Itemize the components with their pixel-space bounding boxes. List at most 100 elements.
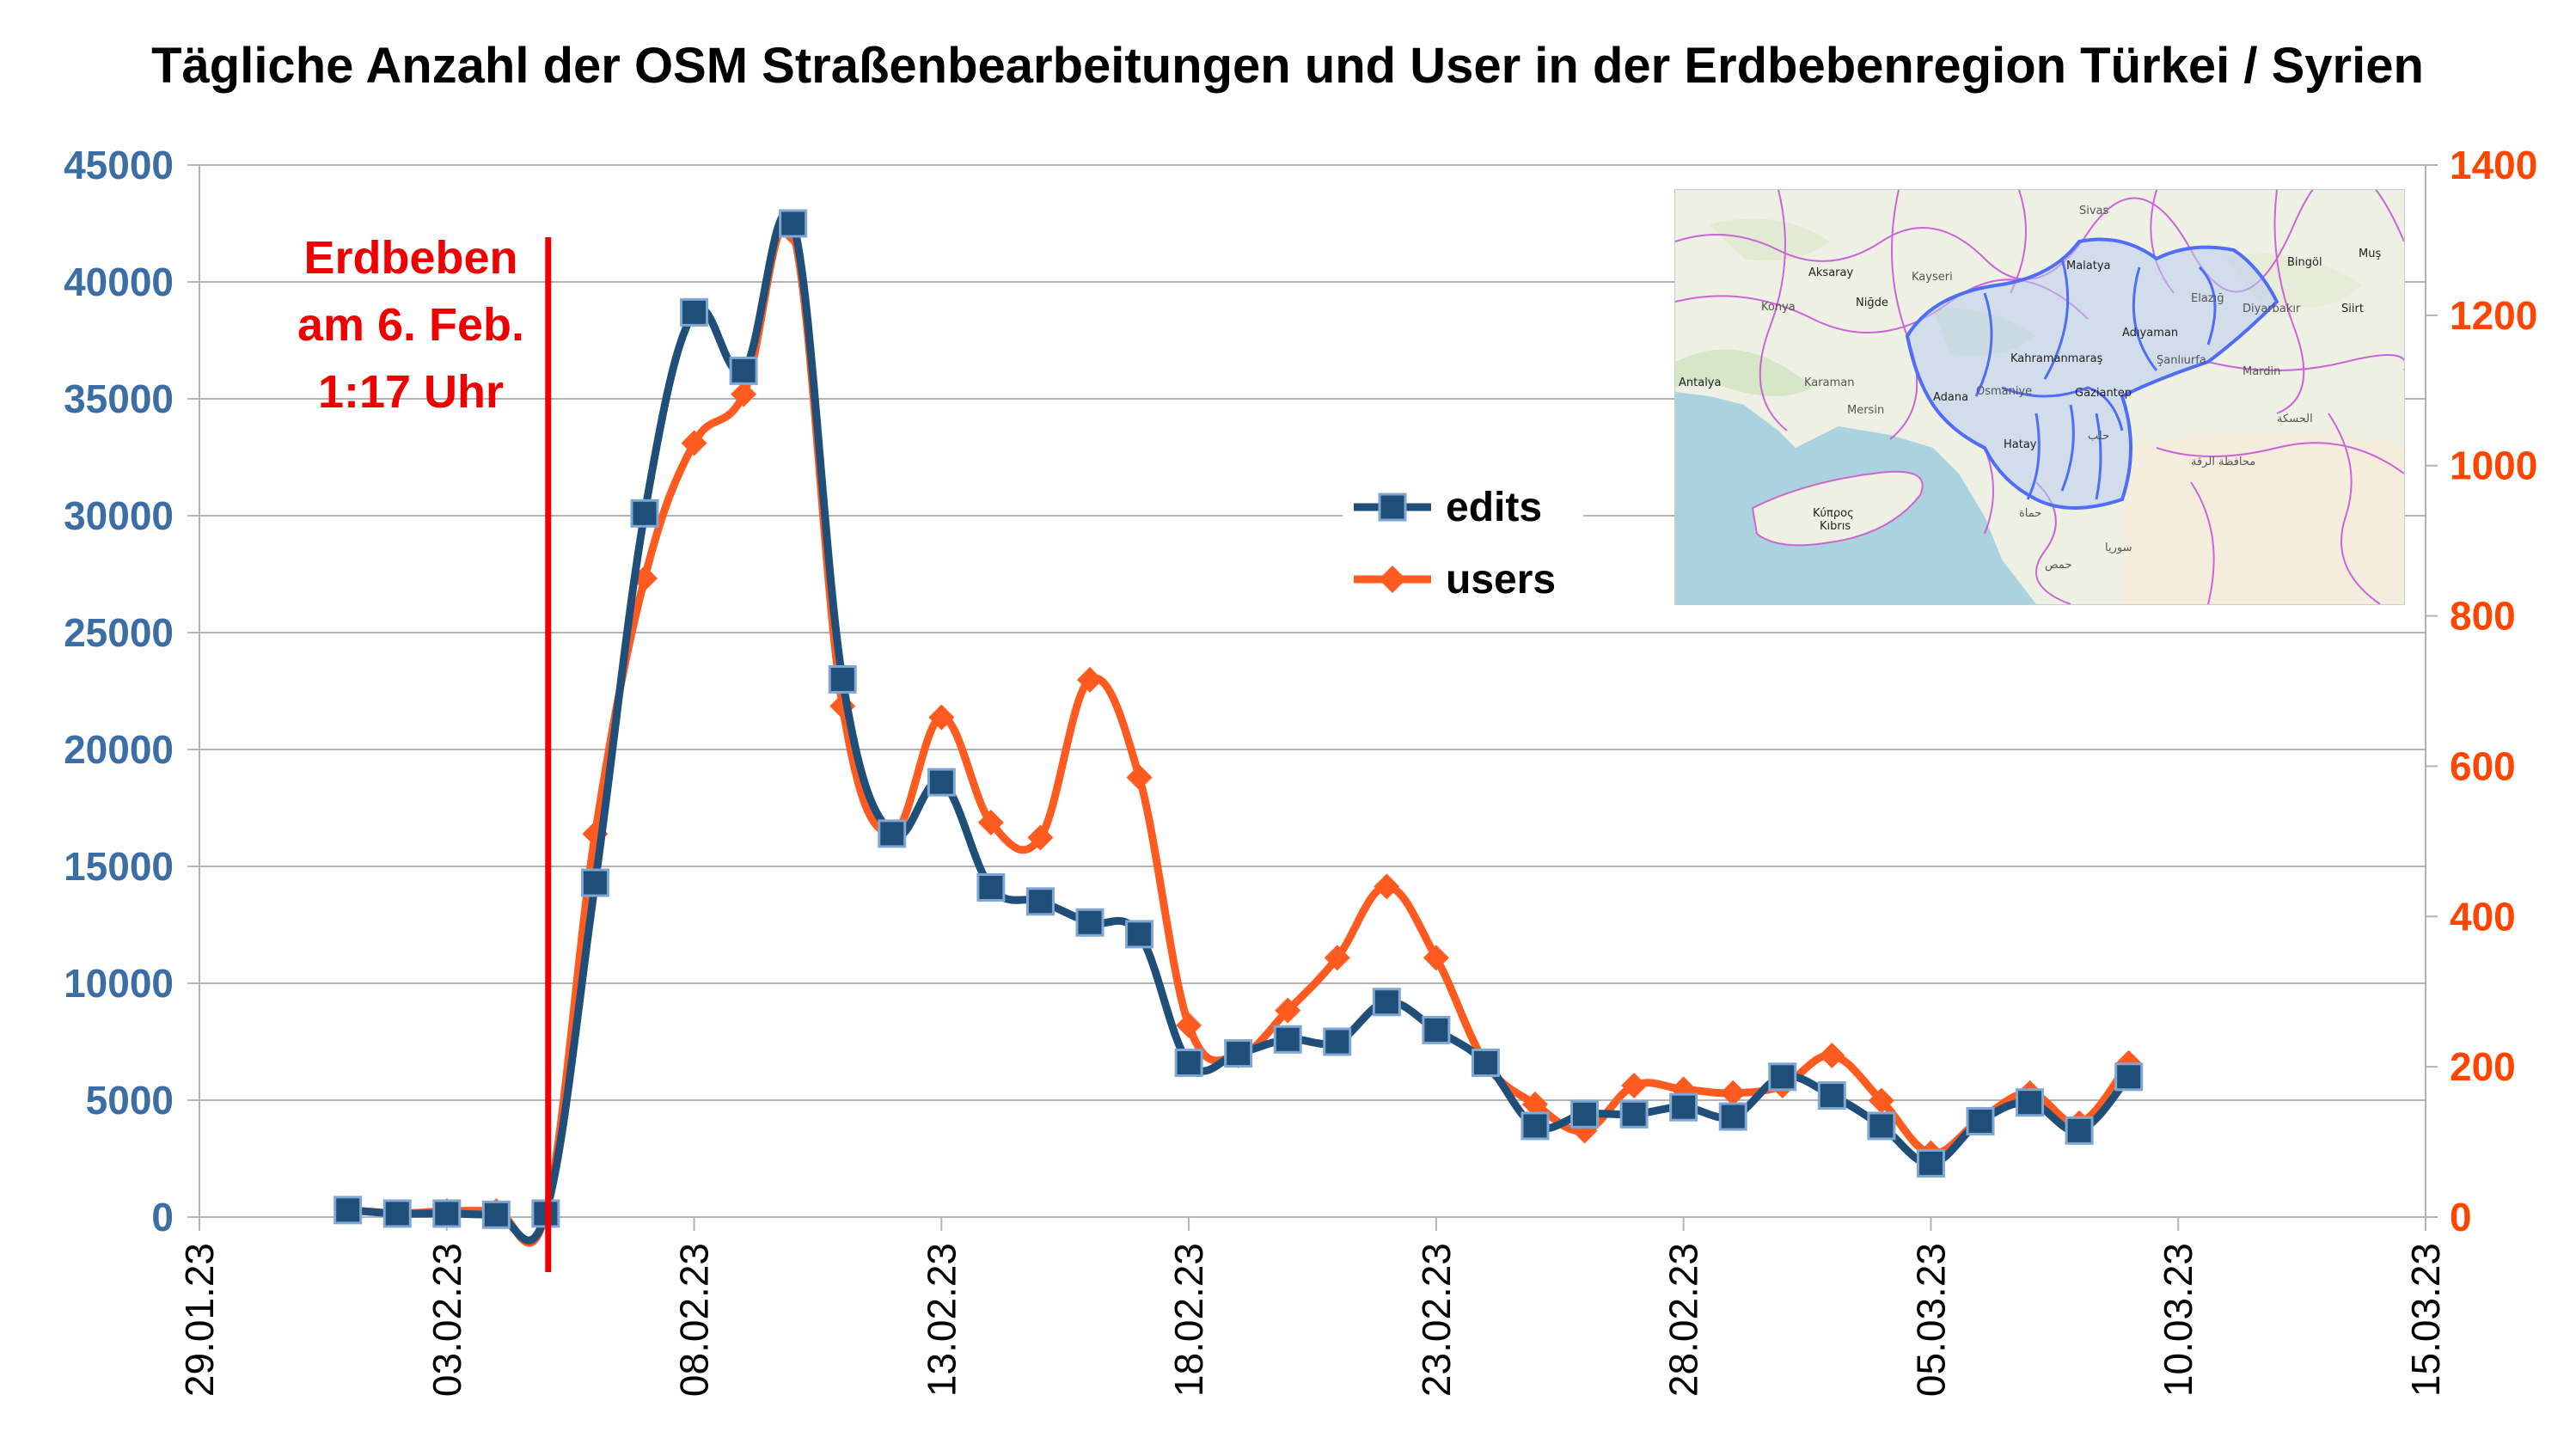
annotation-line-3: 1:17 Uhr (318, 366, 504, 418)
edits-point (382, 1199, 412, 1228)
users-point (681, 430, 707, 456)
edits-point (779, 209, 808, 238)
edits-point (1521, 1111, 1550, 1141)
map-affected-region (1905, 237, 2279, 510)
edits-point (1867, 1111, 1896, 1141)
y-right-tick-label: 1200 (2450, 293, 2537, 338)
edits-point (580, 868, 609, 897)
chart-title: Tägliche Anzahl der OSM Straßenbearbeitu… (151, 38, 2424, 94)
edits-point (680, 297, 709, 327)
map-label: Mardin (2243, 365, 2280, 378)
annotation-line-1: Erdbeben (303, 232, 517, 284)
edits-point (1075, 908, 1104, 937)
map-label: Kayseri (1912, 271, 1953, 284)
users-point (1126, 764, 1153, 791)
users-point (1819, 1043, 1845, 1069)
map-label: Aksaray (1808, 266, 1853, 279)
legend-edits-marker (1378, 493, 1407, 522)
map-label: Konya (1761, 301, 1796, 314)
y-right-axis: 0 200 400 600 800 1000 1200 1400 (2426, 143, 2537, 1239)
y-left-tick-label: 5000 (86, 1078, 174, 1123)
edits-point (1718, 1102, 1747, 1131)
series-edits (333, 209, 2144, 1245)
map-label: Κύπρος (1813, 507, 1854, 520)
edits-point (1619, 1099, 1649, 1129)
x-tick-label: 29.01.23 (177, 1243, 222, 1397)
users-point (1621, 1073, 1648, 1098)
y-left-tick-label: 40000 (64, 260, 174, 304)
users-point (1275, 997, 1301, 1024)
edits-point (2016, 1088, 2045, 1117)
edits-point (976, 872, 1006, 902)
map-label: Malatya (2066, 260, 2111, 272)
edits-point (1323, 1027, 1352, 1056)
map-label: Sivas (2079, 205, 2109, 217)
map-label: Siirt (2341, 303, 2364, 315)
y-left-tick-label: 20000 (64, 727, 174, 772)
y-left-tick-label: 35000 (64, 376, 174, 421)
map-label: Mersin (1847, 404, 1884, 417)
map-label: سوريا (2105, 541, 2132, 554)
x-tick-label: 13.02.23 (919, 1243, 964, 1397)
legend-users-marker (1379, 566, 1406, 593)
users-point (1176, 1013, 1202, 1039)
edits-point (878, 819, 907, 848)
map-label: Bingöl (2287, 256, 2322, 269)
y-right-tick-label: 1400 (2450, 143, 2537, 187)
users-point (977, 810, 1004, 835)
edits-point (729, 356, 758, 385)
legend-edits-label: edits (1446, 485, 1542, 530)
y-left-axis: 0 5000 10000 15000 20000 25000 30000 35000 40000… (64, 143, 199, 1239)
map-label: Elazığ (2191, 292, 2224, 305)
map-label: Antalya (1679, 376, 1721, 389)
map-label: Hatay (2004, 438, 2037, 451)
map-label: Kıbrıs (1820, 520, 1851, 533)
map-label: Adana (1933, 391, 1968, 404)
edits-point (1669, 1092, 1698, 1122)
y-right-tick-label: 0 (2450, 1195, 2472, 1239)
y-left-tick-label: 25000 (64, 610, 174, 655)
map-label: حمص (2045, 559, 2071, 572)
y-right-tick-label: 200 (2450, 1044, 2516, 1089)
x-tick-label: 10.03.23 (2156, 1243, 2200, 1397)
y-left-tick-label: 45000 (64, 143, 174, 187)
earthquake-annotation: Erdbeben am 6. Feb. 1:17 Uhr (297, 232, 552, 1272)
edits-point (1768, 1062, 1797, 1092)
edits-point (2114, 1062, 2144, 1092)
users-point (1324, 945, 1350, 971)
x-tick-label: 28.02.23 (1661, 1243, 1706, 1397)
edits-point (1174, 1048, 1203, 1077)
edits-point (1916, 1148, 1945, 1178)
map-label: Karaman (1804, 376, 1854, 389)
users-point (1522, 1091, 1548, 1117)
x-axis: 29.01.23 03.02.23 08.02.23 13.02.23 18.02.23… (177, 1217, 2448, 1397)
y-right-tick-label: 800 (2450, 594, 2516, 639)
edits-point (927, 768, 956, 797)
edits-point (1471, 1048, 1500, 1077)
x-tick-label: 03.02.23 (425, 1243, 469, 1397)
map-cyprus (1751, 470, 1924, 547)
edits-point (828, 664, 857, 694)
edits-point (1125, 920, 1154, 949)
x-tick-label: 15.03.23 (2403, 1243, 2448, 1397)
x-tick-label: 08.02.23 (672, 1243, 717, 1397)
map-label: Muş (2359, 248, 2381, 260)
y-right-tick-label: 400 (2450, 894, 2516, 939)
users-point (928, 704, 955, 731)
edits-point (1570, 1099, 1600, 1129)
x-tick-label: 18.02.23 (1166, 1243, 1211, 1397)
edits-point (1273, 1025, 1302, 1054)
y-left-tick-label: 15000 (64, 844, 174, 889)
users-point (1720, 1080, 1747, 1106)
legend-users-label: users (1446, 557, 1556, 603)
y-left-tick-label: 0 (151, 1195, 174, 1239)
map-label: حماة (2019, 507, 2041, 520)
map-label: الحسكة (2277, 413, 2313, 425)
legend: edits users (1343, 481, 1583, 610)
map-label: Diyarbakır (2243, 303, 2301, 315)
map-label: محافظة الرقة (2191, 456, 2255, 468)
edits-point (1422, 1015, 1451, 1044)
map-label: Kahramanmaraş (2010, 352, 2103, 365)
users-point (1423, 945, 1449, 971)
x-tick-label: 05.03.23 (1908, 1243, 1953, 1397)
